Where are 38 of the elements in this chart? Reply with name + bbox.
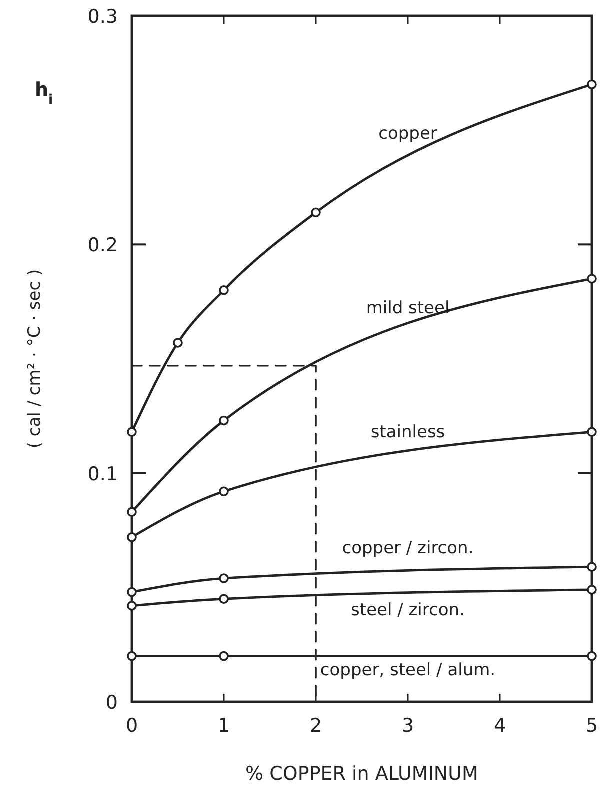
y-axis-title: ( cal / cm² · °C · sec ) [25,269,45,449]
point [219,286,229,296]
point [587,651,597,662]
point [127,427,137,438]
y-tick-label: 0.2 [88,234,118,257]
y-tick-label: 0 [106,692,118,714]
x-axis-title: % COPPER in ALUMINUM [246,763,478,785]
x-tick-label: 5 [586,715,598,737]
point [311,208,321,218]
point [127,601,137,611]
x-tick-label: 3 [402,715,414,737]
series-label: copper [378,124,438,144]
point [127,532,137,542]
point [587,427,597,438]
point [587,562,597,572]
point [219,651,229,662]
x-tick-label: 4 [494,715,506,737]
x-tick-label: 1 [218,715,230,737]
point [587,80,597,90]
series-label: steel / zircon. [351,600,465,620]
point [219,486,229,497]
point [173,338,183,348]
x-tick-label: 0 [126,715,138,737]
series-label: copper, steel / alum. [320,660,496,680]
y-tick-label: 0.1 [88,463,118,486]
text: h$_{i}$ [34,79,54,108]
point [219,594,229,604]
y-tick-label: 0.3 [88,6,118,28]
point [127,587,137,598]
point [219,574,229,584]
point [219,416,229,426]
point [127,507,137,518]
point [127,651,137,662]
point [587,585,597,595]
series-label: stainless [370,422,446,443]
point [587,274,597,284]
x-tick-label: 2 [310,715,322,737]
series-label: copper / zircon. [342,538,474,558]
